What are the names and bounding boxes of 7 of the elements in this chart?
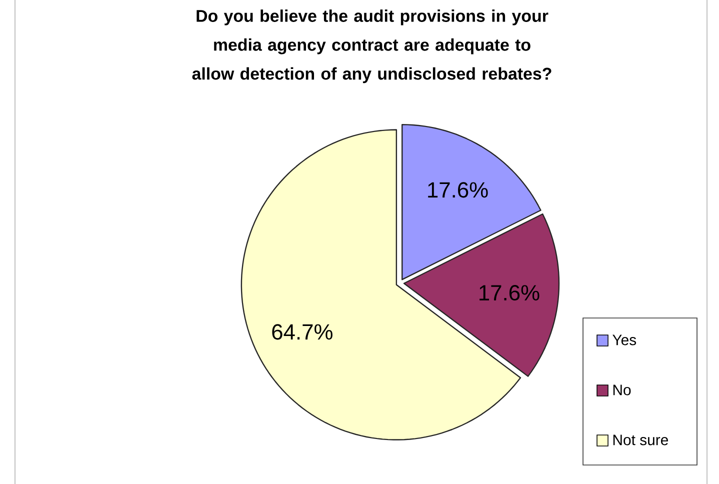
legend-label: Not sure [613, 434, 668, 446]
data-label: 64.7% [272, 324, 332, 340]
data-label: 17.6% [428, 182, 488, 198]
data-label: 17.6% [480, 285, 540, 301]
legend-label: Yes [612, 334, 636, 346]
legend-label: No [613, 384, 631, 396]
chart-title: Do you believe the audit provisions in your media agency contract are adequate to allow detection of any undisclosed rebates? [192, 10, 552, 84]
